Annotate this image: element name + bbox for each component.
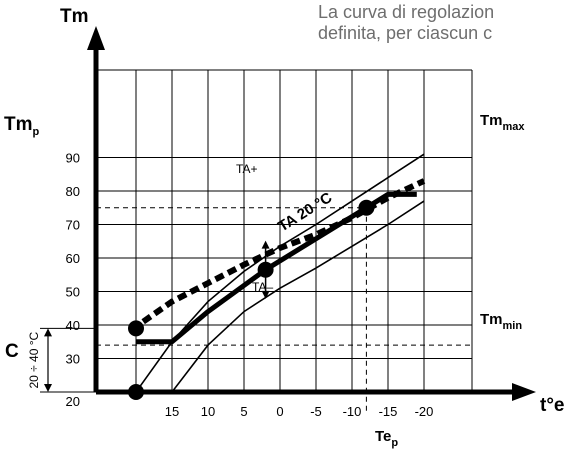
tm-min-label: Tmmin — [480, 311, 522, 332]
header-line-1: La curva di regolazion — [318, 2, 495, 22]
x-tick-label: -5 — [310, 404, 322, 419]
grid — [96, 69, 473, 392]
x-tick-label: -10 — [343, 404, 362, 419]
c-range-arrowhead-top — [44, 328, 52, 337]
y-tick-label: 70 — [66, 218, 80, 233]
ta-minus-arrowhead — [261, 290, 270, 299]
x-tick-label: 10 — [201, 404, 215, 419]
header-line-2: definita, per ciascun c — [318, 23, 493, 43]
y-tick-label: 90 — [66, 151, 80, 166]
c-range-label: 20 ÷ 40 °C — [27, 331, 41, 388]
y-tick-label: 80 — [66, 184, 80, 199]
reference-lines — [40, 207, 472, 412]
x-tick-label: 0 — [276, 404, 283, 419]
ta-curve-label: TA 20 °C — [275, 189, 335, 235]
c-label: C — [5, 341, 19, 362]
curve-thin-2 — [135, 153, 425, 392]
y-tick-label: 30 — [66, 352, 80, 367]
x-tick-label: -15 — [379, 404, 398, 419]
curve-dashed-1 — [141, 178, 426, 325]
x-axis-arrow — [512, 383, 536, 401]
x-tick-label: 5 — [240, 404, 247, 419]
x-tick-label: 15 — [165, 404, 179, 419]
x-axis-label: t°e — [540, 395, 565, 416]
ta-plus-arrowhead — [261, 240, 270, 249]
axes — [87, 26, 536, 401]
y-tick-label: 40 — [66, 318, 80, 333]
tm-p-label: Tmp — [4, 114, 40, 138]
y-axis-label: Tm — [60, 6, 89, 27]
ta-plus-label: TA+ — [236, 162, 257, 176]
points — [128, 199, 375, 400]
x-tick-label: -20 — [415, 404, 434, 419]
curve-point — [358, 199, 375, 216]
tm-max-label: Tmmax — [480, 112, 525, 133]
y-tick-label: 50 — [66, 285, 80, 300]
curve-thin-3 — [171, 200, 425, 392]
y-axis-arrow — [87, 26, 105, 50]
c-range-arrowhead-bottom — [44, 384, 52, 392]
curve-point — [128, 384, 144, 400]
ta-minus-label: TA– — [252, 280, 273, 294]
curve-point — [128, 320, 144, 337]
y-tick-label: 60 — [66, 251, 80, 266]
te-p-label: Tep — [375, 428, 398, 449]
annotations: Tm t°e Tmp Tmmax Tmmin Tep C TA+ TA– TA 20 °C 20 ÷… — [4, 6, 565, 449]
curve-thick-0 — [136, 191, 417, 345]
header-text: La curva di regolazion definita, per cia… — [318, 2, 572, 52]
y-tick-label: 20 — [66, 394, 80, 409]
